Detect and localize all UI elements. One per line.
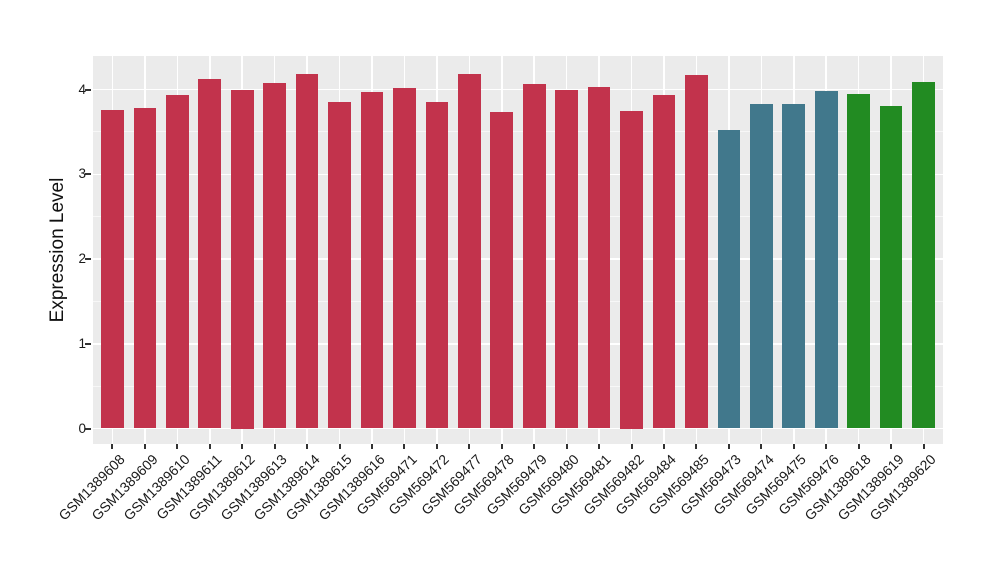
x-tick-label: GSM1389620: [0, 451, 938, 523]
x-tick-mark: [825, 444, 828, 449]
minor-gridline: [93, 300, 943, 302]
bar-GSM569475: [782, 103, 806, 429]
bar-GSM1389616: [360, 92, 384, 429]
x-tick-mark: [533, 444, 536, 449]
bar-GSM569484: [652, 95, 676, 429]
x-tick-mark: [371, 444, 373, 449]
bar-GSM1389610: [165, 95, 189, 429]
x-tick-mark: [468, 444, 471, 449]
y-tick-mark: [85, 258, 91, 260]
bar-GSM1389618: [847, 93, 870, 429]
x-tick-mark: [792, 444, 795, 449]
major-gridline: [93, 173, 943, 175]
x-tick-mark: [695, 444, 698, 449]
minor-gridline: [93, 385, 943, 387]
major-gridline: [93, 88, 943, 91]
y-axis-title: Expression Level: [47, 177, 68, 323]
x-tick-mark: [241, 444, 244, 449]
x-tick-mark: [143, 444, 146, 449]
y-tick-label: 0: [78, 420, 86, 436]
bar-GSM1389609: [133, 108, 157, 429]
y-tick-label: 3: [78, 166, 86, 182]
y-tick-label: 2: [78, 251, 86, 266]
x-tick-mark: [760, 444, 763, 449]
x-tick-mark: [500, 444, 503, 449]
x-tick-mark: [403, 444, 406, 449]
bar-GSM1389612: [230, 89, 254, 429]
bar-GSM569472: [425, 102, 449, 429]
bar-GSM1389615: [328, 102, 351, 429]
x-tick-mark: [176, 444, 179, 449]
y-tick-label: 1: [78, 335, 86, 351]
bar-GSM1389620: [912, 81, 935, 429]
minor-gridline: [93, 131, 943, 133]
bar-GSM1389614: [295, 74, 319, 429]
plot-panel: [93, 56, 943, 444]
bar-GSM569478: [490, 112, 514, 429]
x-tick-mark: [630, 444, 633, 449]
minor-gridline: [93, 216, 943, 218]
x-tick-mark: [338, 444, 341, 449]
bar-GSM1389613: [263, 82, 287, 429]
bar-GSM569471: [393, 87, 416, 429]
x-tick-mark: [435, 444, 438, 449]
x-tick-mark: [565, 444, 568, 449]
y-tick-mark: [85, 88, 91, 91]
x-tick-mark: [111, 444, 114, 449]
x-tick-mark: [857, 444, 860, 449]
y-tick-label: 4: [78, 81, 86, 97]
y-tick-mark: [85, 427, 91, 430]
bar-GSM569474: [749, 103, 773, 429]
major-gridline: [93, 427, 943, 430]
x-tick-mark: [922, 444, 925, 449]
x-tick-mark: [890, 444, 893, 449]
bar-GSM569479: [522, 84, 546, 429]
bar-GSM569480: [555, 90, 578, 429]
x-tick-mark: [662, 444, 665, 449]
x-tick-mark: [208, 444, 211, 449]
bar-GSM1389611: [198, 79, 222, 429]
x-tick-mark: [273, 444, 276, 449]
bar-GSM569482: [620, 110, 643, 429]
bar-GSM569476: [814, 91, 838, 429]
x-tick-mark: [598, 444, 601, 449]
bar-GSM1389608: [101, 109, 124, 429]
x-tick-mark: [727, 444, 730, 449]
y-tick-mark: [85, 173, 91, 176]
bar-GSM569477: [457, 74, 481, 429]
major-gridline: [93, 258, 943, 260]
bar-GSM1389619: [879, 105, 903, 429]
bar-GSM569473: [717, 130, 741, 429]
y-tick-mark: [85, 342, 91, 345]
major-gridline: [93, 343, 943, 345]
bar-GSM569481: [587, 86, 611, 429]
bar-GSM569485: [685, 75, 708, 429]
x-tick-mark: [306, 444, 309, 449]
